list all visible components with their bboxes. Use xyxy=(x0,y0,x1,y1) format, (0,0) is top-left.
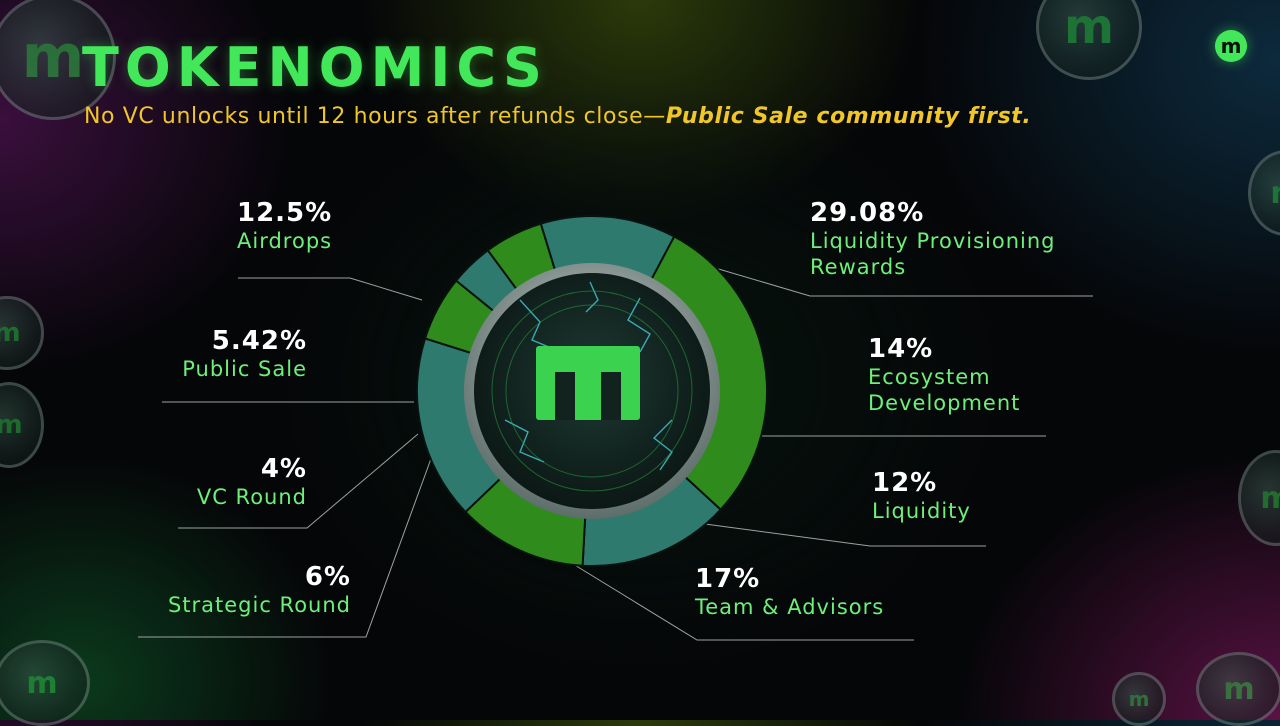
m-logo-icon: m xyxy=(21,22,85,92)
name-lpr-line2: Rewards xyxy=(810,255,907,279)
leader-line-strategic xyxy=(138,455,433,638)
name-liq: Liquidity xyxy=(872,499,971,523)
pct-liq: 12% xyxy=(872,468,938,498)
m-logo-icon: m xyxy=(1223,671,1255,707)
label-ecosystem-development: 14% Ecosystem Development xyxy=(868,334,1020,416)
circuit-pattern-icon xyxy=(491,290,693,492)
page-subtitle: No VC unlocks until 12 hours after refun… xyxy=(84,104,1031,129)
pct-public: 5.42% xyxy=(211,326,307,356)
name-eco-line1: Ecosystem xyxy=(868,365,991,389)
coin-decoration-bottom-right-2: m xyxy=(1196,652,1280,726)
pct-vc: 4% xyxy=(260,454,307,484)
m-logo-icon: m xyxy=(1260,480,1280,516)
name-public: Public Sale xyxy=(182,357,307,381)
m-logo-icon: m xyxy=(1220,34,1242,58)
pct-strategic: 6% xyxy=(304,562,351,592)
leader-line-vc xyxy=(178,433,419,529)
pct-eco: 14% xyxy=(868,334,934,364)
page-title: TOKENOMICS xyxy=(82,36,548,99)
label-liquidity: 12% Liquidity xyxy=(872,468,971,524)
m-logo-icon: m xyxy=(0,318,21,348)
name-eco-line2: Development xyxy=(868,391,1021,415)
m-logo-icon xyxy=(536,346,640,420)
label-liquidity-provisioning-rewards: 29.08% Liquidity Provisioning Rewards xyxy=(810,198,1056,280)
coin-decoration-top-right: m xyxy=(1036,0,1142,80)
lightning-icon xyxy=(504,281,673,471)
label-vc-round: 4% VC Round xyxy=(197,454,307,510)
name-team: Team & Advisors xyxy=(695,595,885,619)
leader-line-lpr xyxy=(704,264,1093,297)
name-airdrops: Airdrops xyxy=(237,229,333,253)
subtitle-emphasis: Public Sale community first. xyxy=(665,104,1032,129)
label-strategic-round: 6% Strategic Round xyxy=(168,562,351,618)
label-public-sale: 5.42% Public Sale xyxy=(182,326,307,382)
label-airdrops: 12.5% Airdrops xyxy=(237,198,332,254)
m-logo-icon: m xyxy=(1270,176,1280,211)
leader-line-airdrops xyxy=(238,277,423,301)
leader-line-team xyxy=(559,555,914,641)
m-logo-icon: m xyxy=(0,410,23,440)
coin-decoration-top-left: m xyxy=(0,0,116,120)
brand-logo-badge: m xyxy=(1215,30,1247,62)
name-lpr-line1: Liquidity Provisioning xyxy=(810,229,1056,253)
subtitle-text: No VC unlocks until 12 hours after refun… xyxy=(84,104,666,129)
pct-team: 17% xyxy=(695,564,761,594)
label-team-advisors: 17% Team & Advisors xyxy=(695,564,884,620)
name-vc: VC Round xyxy=(196,485,307,509)
m-logo-icon: m xyxy=(26,665,58,701)
leader-lines xyxy=(138,264,1093,641)
pct-airdrops: 12.5% xyxy=(237,198,333,228)
leader-line-liq xyxy=(689,521,986,547)
pct-lpr: 29.08% xyxy=(810,198,925,228)
name-strategic: Strategic Round xyxy=(167,593,351,617)
m-logo-icon: m xyxy=(1128,687,1150,711)
m-logo-icon: m xyxy=(1063,0,1114,55)
